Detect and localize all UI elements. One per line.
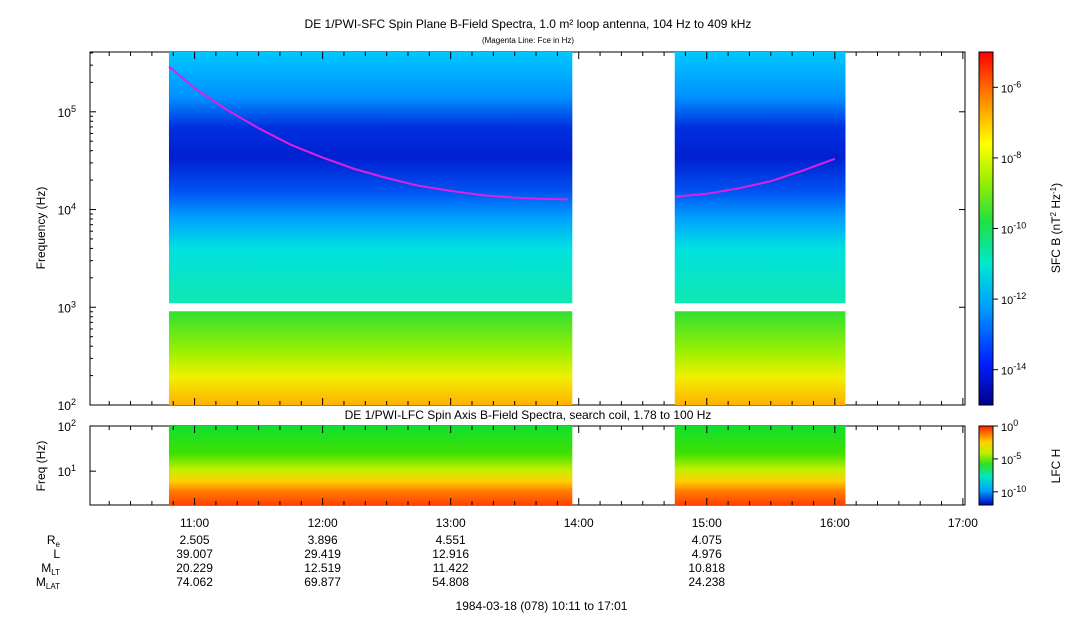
ephemeris-value: 69.877: [304, 575, 341, 589]
sfc-colorbar: 10-6 10-8 10-10 10-12 10-14 SFC B (nT2 Hz-1): [978, 51, 1064, 406]
sfc-y-tick-label: 102: [58, 397, 76, 413]
lfc-y-axis: 101 102: [58, 418, 96, 479]
sfc-data-blocks: [168, 52, 846, 405]
sfc-low-band-block-2: [674, 311, 846, 405]
chart-subtitle: (Magenta Line: Fce in Hz): [482, 36, 574, 45]
sfc-colorbar-tick-label: 10-10: [1001, 221, 1026, 237]
x-tick-label: 17:00: [948, 516, 978, 530]
x-tick-label: 15:00: [692, 516, 722, 530]
lfc-chart-title: DE 1/PWI-LFC Spin Axis B-Field Spectra, …: [345, 408, 712, 422]
lfc-band-block-1: [168, 426, 573, 505]
ephemeris-value: 24.238: [688, 575, 726, 589]
ephemeris-table: Re 2.505 3.896 4.551 4.075 L 39.007 29.419 12.91…: [0, 528, 1083, 620]
lfc-x-axis: 11:00 12:00 13:00 14:00 15:00 16:00 17:00: [108, 426, 978, 530]
ephemeris-row-label: MLAT: [35, 575, 60, 591]
time-range-footer: 1984-03-18 (078) 10:11 to 17:01: [455, 599, 628, 613]
lfc-colorbar: 100 10-5 10-10 LFC H: [978, 418, 1063, 506]
ephemeris-value: 74.062: [176, 575, 213, 589]
sfc-y-tick-label: 103: [58, 299, 76, 315]
lfc-band-block-2: [674, 426, 846, 505]
lfc-data-blocks: [168, 426, 846, 505]
sfc-low-band-block-1: [168, 311, 573, 405]
sfc-colorbar-tick-label: 10-6: [1001, 79, 1021, 95]
lfc-y-axis-label: Freq (Hz): [34, 441, 48, 492]
ephemeris-row-label: MLT: [41, 561, 60, 577]
chart-title: DE 1/PWI-SFC Spin Plane B-Field Spectra,…: [305, 17, 752, 31]
sfc-colorbar-tick-label: 10-8: [1001, 150, 1021, 166]
ephemeris-value: 12.519: [304, 561, 341, 575]
sfc-x-axis: [108, 52, 964, 405]
ephemeris-value: 29.419: [304, 547, 341, 561]
ephemeris-row-label: L: [53, 547, 60, 561]
sfc-spectrogram: 102 103 104 105 Frequency (Hz): [34, 51, 966, 413]
ephemeris-value: 12.916: [432, 547, 469, 561]
ephemeris-value: 2.505: [179, 533, 210, 547]
fce-line-segment-2: [674, 157, 836, 198]
sfc-colorbar-tick-label: 10-12: [1001, 291, 1026, 307]
x-tick-label: 12:00: [308, 516, 338, 530]
fce-line-segment-1: [168, 65, 569, 201]
lfc-y-tick-label: 101: [58, 463, 76, 479]
ephemeris-value: 39.007: [176, 547, 213, 561]
ephemeris-value: 4.976: [691, 547, 722, 561]
ephemeris-value: 3.896: [307, 533, 338, 547]
sfc-y-tick-label: 104: [58, 202, 76, 218]
ephemeris-value: 4.075: [691, 533, 722, 547]
sfc-colorbar-tick-label: 10-14: [1001, 362, 1026, 378]
sfc-high-band-block-2: [674, 52, 846, 304]
sfc-colorbar-ticks: 10-6 10-8 10-10 10-12 10-14: [993, 79, 1026, 378]
sfc-y-axis: 102 103 104 105: [58, 52, 965, 413]
sfc-high-band-block-1: [168, 52, 573, 304]
lfc-colorbar-ticks: 100 10-5 10-10: [993, 418, 1026, 500]
ephemeris-value: 11.422: [432, 561, 469, 575]
ephemeris-value: 20.229: [176, 561, 213, 575]
lfc-colorbar-label: LFC H: [1049, 449, 1063, 484]
lfc-spectrogram: 101 102 11:00 12:00 13:00 14:00 15:00 16:00 17:…: [34, 418, 978, 530]
x-tick-label: 11:00: [180, 516, 209, 530]
lfc-colorbar-tick-label: 10-5: [1001, 451, 1021, 467]
x-tick-label: 13:00: [436, 516, 466, 530]
sfc-colorbar-label: SFC B (nT2 Hz-1): [1049, 183, 1064, 273]
ephemeris-value: 4.551: [435, 533, 466, 547]
lfc-colorbar-bar: [978, 425, 994, 506]
x-tick-label: 14:00: [564, 516, 594, 530]
ephemeris-row-label: Re: [46, 533, 60, 549]
lfc-colorbar-tick-label: 10-10: [1001, 484, 1026, 500]
ephemeris-value: 54.808: [432, 575, 469, 589]
ephemeris-value: 10.818: [688, 561, 726, 575]
sfc-y-tick-label: 105: [58, 104, 76, 120]
x-tick-label: 16:00: [820, 516, 850, 530]
lfc-colorbar-tick-label: 100: [1001, 418, 1018, 434]
lfc-y-tick-label: 102: [58, 418, 76, 434]
sfc-y-axis-label: Frequency (Hz): [34, 187, 48, 270]
sfc-colorbar-bar: [978, 51, 994, 406]
